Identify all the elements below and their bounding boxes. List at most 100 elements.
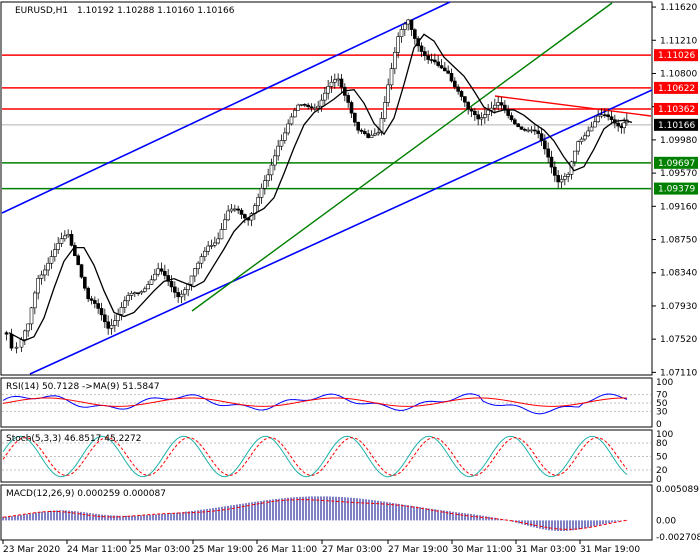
candle-body (376, 132, 380, 135)
rsi-ma-line (2, 397, 628, 407)
candle-body (129, 292, 134, 296)
candle-body (459, 91, 464, 97)
candle-body (423, 51, 427, 57)
candle-body (393, 51, 397, 69)
rsi-level-label: 50 (656, 399, 668, 409)
resistance-line-price-box (654, 81, 698, 94)
candle-body (226, 210, 230, 221)
candle-body (546, 148, 550, 158)
candle-body (586, 130, 590, 137)
candle-body (159, 268, 164, 272)
candle-body (443, 67, 447, 72)
resistance-line-price-box (654, 49, 698, 62)
y-tick-label: 1.08340 (660, 269, 697, 279)
candle-body (49, 256, 54, 264)
candle-body (273, 155, 277, 166)
y-tick-label: 1.09980 (660, 136, 697, 146)
candle-body (369, 134, 374, 138)
candle-body (189, 275, 194, 285)
x-tick-label: 25 Mar 19:00 (193, 545, 253, 555)
candle-body (406, 19, 410, 25)
candle-body (593, 121, 597, 128)
candle-body (396, 36, 400, 53)
candle-body (379, 118, 384, 134)
macd-header: MACD(12,26,9) 0.000259 0.000087 (6, 489, 166, 499)
candle-body (146, 284, 150, 290)
candle-body (106, 321, 110, 329)
candle-body (93, 300, 97, 304)
candle-body (219, 229, 224, 240)
candle-body (349, 102, 354, 114)
candle-body (233, 208, 237, 211)
candle-body (403, 23, 407, 30)
current-price-label: 1.10166 (658, 121, 695, 131)
candle-body (203, 250, 207, 257)
candle-body (606, 114, 610, 117)
x-tick-label: 31 Mar 19:00 (580, 545, 640, 555)
candle-body (269, 164, 274, 176)
candle-body (476, 114, 480, 120)
candle-body (456, 86, 460, 92)
candle-body (46, 262, 50, 271)
resistance-line-price-label: 1.10622 (658, 84, 695, 94)
candle-body (213, 242, 217, 246)
candle-body (36, 278, 40, 294)
candle-body (413, 29, 417, 39)
candle-body (69, 234, 74, 246)
candle-body (326, 86, 330, 94)
resistance-line-price-label: 1.11026 (658, 51, 695, 61)
candle-body (356, 121, 360, 131)
candle-body (509, 115, 514, 121)
candle-body (493, 104, 497, 109)
candle-body (256, 197, 260, 207)
candle-body (596, 115, 600, 123)
candle-body (336, 78, 340, 81)
candle-body (113, 320, 117, 326)
candle-body (303, 104, 307, 106)
candle-body (513, 119, 517, 125)
candle-body (319, 99, 324, 107)
candle-body (329, 81, 334, 87)
candle-body (173, 286, 177, 293)
macd-level-label: 0.00 (656, 516, 676, 526)
candle-body (426, 55, 430, 60)
candle-body (73, 245, 77, 257)
candle-body (103, 314, 107, 323)
y-tick-label: 1.07520 (660, 335, 697, 345)
support-line-price-label: 1.09697 (658, 159, 695, 169)
candle-body (359, 129, 364, 132)
candle-body (536, 130, 540, 134)
candle-body (306, 104, 310, 108)
candle-body (193, 268, 197, 277)
trend-support-line (191, 2, 613, 312)
candle-body (353, 112, 357, 123)
candle-body (622, 122, 626, 129)
candle-body (366, 133, 370, 138)
candle-body (533, 129, 537, 132)
candle-body (469, 108, 474, 112)
candle-body (116, 314, 120, 321)
candle-body (119, 307, 124, 315)
candle-body (43, 269, 47, 276)
main-panel (0, 1, 653, 376)
rsi-header: RSI(14) 50.7128 ->MA(9) 51.5847 (6, 382, 160, 392)
candle-body (236, 208, 240, 211)
candle-body (373, 133, 377, 136)
candle-body (389, 68, 394, 86)
candle-body (293, 110, 297, 118)
candle-body (26, 323, 30, 332)
candle-body (166, 275, 170, 282)
candle-body (139, 291, 144, 294)
main-header-ohlc: 1.10192 1.10288 1.10160 1.10166 (77, 6, 235, 16)
candle-body (296, 104, 300, 111)
candle-body (589, 126, 594, 132)
candle-body (486, 109, 490, 116)
rsi-level-label: 30 (656, 407, 668, 417)
x-tick-label: 24 Mar 11:00 (67, 545, 127, 555)
stoch-panel (0, 429, 653, 483)
candle-body (333, 79, 337, 83)
candle-body (283, 132, 287, 141)
candle-body (453, 80, 457, 88)
channel-lower-line (29, 89, 653, 375)
